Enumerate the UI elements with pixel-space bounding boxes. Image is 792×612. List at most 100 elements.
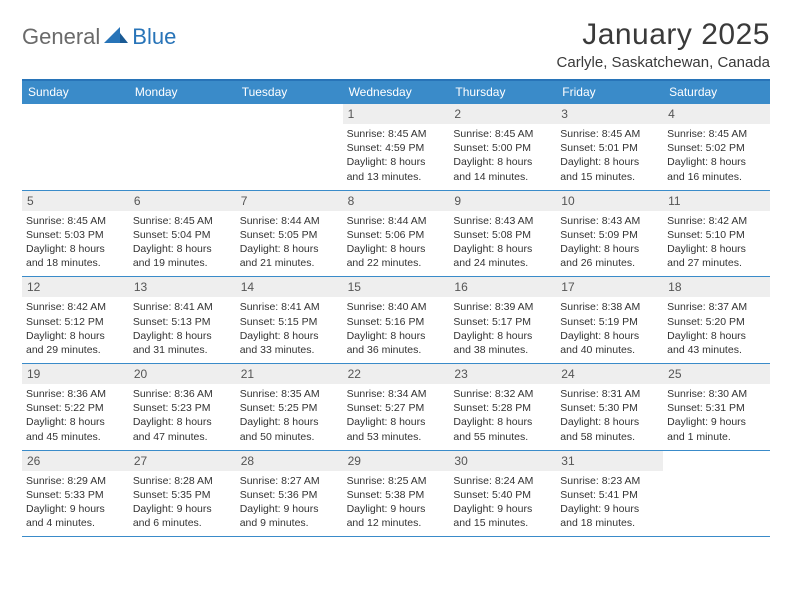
day-number: 2: [449, 104, 556, 124]
location: Carlyle, Saskatchewan, Canada: [557, 54, 770, 71]
day-cell-19: 19 Sunrise: 8:36 AMSunset: 5:22 PMDayligh…: [22, 364, 129, 450]
day-cell-17: 17Sunrise: 8:38 AMSunset: 5:19 PMDayligh…: [556, 277, 663, 363]
day-cell-28: 28 Sunrise: 8:27 AMSunset: 5:36 PMDayligh…: [236, 451, 343, 537]
day-info: Sunrise: 8:38 AMSunset: 5:19 PMDaylight:…: [560, 300, 659, 357]
day-number: 11: [663, 191, 770, 211]
day-header-sunday: Sunday: [22, 81, 129, 104]
day-cell-9: 9 Sunrise: 8:43 AMSunset: 5:08 PMDaylight…: [449, 191, 556, 277]
day-cell-26: 26Sunrise: 8:29 AMSunset: 5:33 PMDayligh…: [22, 451, 129, 537]
day-info: Sunrise: 8:40 AMSunset: 5:16 PMDaylight:…: [347, 300, 446, 357]
day-cell-8: 8 Sunrise: 8:44 AMSunset: 5:06 PMDaylight…: [343, 191, 450, 277]
day-cell-21: 21Sunrise: 8:35 AMSunset: 5:25 PMDayligh…: [236, 364, 343, 450]
day-number: 9: [449, 191, 556, 211]
day-number: 16: [449, 277, 556, 297]
day-number: 14: [236, 277, 343, 297]
day-header-monday: Monday: [129, 81, 236, 104]
day-cell-10: 10 Sunrise: 8:43 AMSunset: 5:09 PMDayligh…: [556, 191, 663, 277]
day-info: Sunrise: 8:44 AMSunset: 5:05 PMDaylight:…: [240, 214, 339, 271]
month-title: January 2025: [557, 18, 770, 52]
day-cell-12: 12 Sunrise: 8:42 AMSunset: 5:12 PMDayligh…: [22, 277, 129, 363]
day-number: 30: [449, 451, 556, 471]
logo-text-general: General: [22, 24, 100, 50]
day-header-friday: Friday: [556, 81, 663, 104]
day-info: Sunrise: 8:41 AMSunset: 5:13 PMDaylight:…: [133, 300, 232, 357]
day-info: Sunrise: 8:25 AMSunset: 5:38 PMDaylight:…: [347, 474, 446, 531]
day-info: Sunrise: 8:31 AMSunset: 5:30 PMDaylight:…: [560, 387, 659, 444]
header: General Blue January 2025 Carlyle, Saska…: [22, 18, 770, 71]
day-number: 18: [663, 277, 770, 297]
day-cell-3: 3 Sunrise: 8:45 AMSunset: 5:01 PMDaylight…: [556, 104, 663, 190]
empty-day-cell: [22, 104, 129, 190]
day-info: Sunrise: 8:45 AMSunset: 4:59 PMDaylight:…: [347, 127, 446, 184]
day-info: Sunrise: 8:45 AMSunset: 5:04 PMDaylight:…: [133, 214, 232, 271]
day-info: Sunrise: 8:36 AMSunset: 5:23 PMDaylight:…: [133, 387, 232, 444]
empty-day-cell: [129, 104, 236, 190]
day-cell-15: 15 Sunrise: 8:40 AMSunset: 5:16 PMDayligh…: [343, 277, 450, 363]
day-header-row: SundayMondayTuesdayWednesdayThursdayFrid…: [22, 81, 770, 104]
day-cell-30: 30Sunrise: 8:24 AMSunset: 5:40 PMDayligh…: [449, 451, 556, 537]
day-cell-29: 29 Sunrise: 8:25 AMSunset: 5:38 PMDayligh…: [343, 451, 450, 537]
day-info: Sunrise: 8:43 AMSunset: 5:09 PMDaylight:…: [560, 214, 659, 271]
week-row: 1 Sunrise: 8:45 AMSunset: 4:59 PMDaylight…: [22, 104, 770, 191]
day-number: 8: [343, 191, 450, 211]
day-number: 19: [22, 364, 129, 384]
day-info: Sunrise: 8:42 AMSunset: 5:10 PMDaylight:…: [667, 214, 766, 271]
day-cell-31: 31Sunrise: 8:23 AMSunset: 5:41 PMDayligh…: [556, 451, 663, 537]
day-number: 1: [343, 104, 450, 124]
day-info: Sunrise: 8:42 AMSunset: 5:12 PMDaylight:…: [26, 300, 125, 357]
day-info: Sunrise: 8:39 AMSunset: 5:17 PMDaylight:…: [453, 300, 552, 357]
day-cell-18: 18Sunrise: 8:37 AMSunset: 5:20 PMDayligh…: [663, 277, 770, 363]
day-number: 23: [449, 364, 556, 384]
day-cell-20: 20 Sunrise: 8:36 AMSunset: 5:23 PMDayligh…: [129, 364, 236, 450]
day-info: Sunrise: 8:29 AMSunset: 5:33 PMDaylight:…: [26, 474, 125, 531]
day-info: Sunrise: 8:28 AMSunset: 5:35 PMDaylight:…: [133, 474, 232, 531]
day-cell-11: 11 Sunrise: 8:42 AMSunset: 5:10 PMDayligh…: [663, 191, 770, 277]
day-cell-1: 1 Sunrise: 8:45 AMSunset: 4:59 PMDaylight…: [343, 104, 450, 190]
day-cell-14: 14 Sunrise: 8:41 AMSunset: 5:15 PMDayligh…: [236, 277, 343, 363]
day-number: 10: [556, 191, 663, 211]
day-info: Sunrise: 8:45 AMSunset: 5:00 PMDaylight:…: [453, 127, 552, 184]
day-number: 12: [22, 277, 129, 297]
day-cell-27: 27 Sunrise: 8:28 AMSunset: 5:35 PMDayligh…: [129, 451, 236, 537]
day-info: Sunrise: 8:34 AMSunset: 5:27 PMDaylight:…: [347, 387, 446, 444]
day-number: 20: [129, 364, 236, 384]
day-info: Sunrise: 8:41 AMSunset: 5:15 PMDaylight:…: [240, 300, 339, 357]
day-header-thursday: Thursday: [449, 81, 556, 104]
day-info: Sunrise: 8:27 AMSunset: 5:36 PMDaylight:…: [240, 474, 339, 531]
day-cell-23: 23Sunrise: 8:32 AMSunset: 5:28 PMDayligh…: [449, 364, 556, 450]
day-info: Sunrise: 8:30 AMSunset: 5:31 PMDaylight:…: [667, 387, 766, 444]
day-cell-13: 13 Sunrise: 8:41 AMSunset: 5:13 PMDayligh…: [129, 277, 236, 363]
day-number: 28: [236, 451, 343, 471]
day-number: 3: [556, 104, 663, 124]
day-cell-25: 25 Sunrise: 8:30 AMSunset: 5:31 PMDayligh…: [663, 364, 770, 450]
day-info: Sunrise: 8:45 AMSunset: 5:01 PMDaylight:…: [560, 127, 659, 184]
day-number: 4: [663, 104, 770, 124]
empty-day-cell: [236, 104, 343, 190]
day-info: Sunrise: 8:43 AMSunset: 5:08 PMDaylight:…: [453, 214, 552, 271]
day-cell-5: 5 Sunrise: 8:45 AMSunset: 5:03 PMDaylight…: [22, 191, 129, 277]
day-cell-6: 6Sunrise: 8:45 AMSunset: 5:04 PMDaylight…: [129, 191, 236, 277]
day-info: Sunrise: 8:45 AMSunset: 5:03 PMDaylight:…: [26, 214, 125, 271]
logo: General Blue: [22, 24, 176, 50]
day-number: 22: [343, 364, 450, 384]
day-cell-22: 22 Sunrise: 8:34 AMSunset: 5:27 PMDayligh…: [343, 364, 450, 450]
week-row: 19 Sunrise: 8:36 AMSunset: 5:22 PMDayligh…: [22, 364, 770, 451]
week-row: 12 Sunrise: 8:42 AMSunset: 5:12 PMDayligh…: [22, 277, 770, 364]
day-header-wednesday: Wednesday: [343, 81, 450, 104]
logo-triangle-icon: [104, 27, 130, 45]
day-number: 7: [236, 191, 343, 211]
day-cell-16: 16 Sunrise: 8:39 AMSunset: 5:17 PMDayligh…: [449, 277, 556, 363]
day-number: 13: [129, 277, 236, 297]
day-number: 27: [129, 451, 236, 471]
day-number: 31: [556, 451, 663, 471]
day-number: 5: [22, 191, 129, 211]
logo-text-blue: Blue: [132, 24, 176, 50]
day-number: 15: [343, 277, 450, 297]
day-info: Sunrise: 8:44 AMSunset: 5:06 PMDaylight:…: [347, 214, 446, 271]
day-info: Sunrise: 8:35 AMSunset: 5:25 PMDaylight:…: [240, 387, 339, 444]
day-info: Sunrise: 8:45 AMSunset: 5:02 PMDaylight:…: [667, 127, 766, 184]
week-row: 5 Sunrise: 8:45 AMSunset: 5:03 PMDaylight…: [22, 191, 770, 278]
day-number: 29: [343, 451, 450, 471]
day-number: 25: [663, 364, 770, 384]
day-info: Sunrise: 8:36 AMSunset: 5:22 PMDaylight:…: [26, 387, 125, 444]
